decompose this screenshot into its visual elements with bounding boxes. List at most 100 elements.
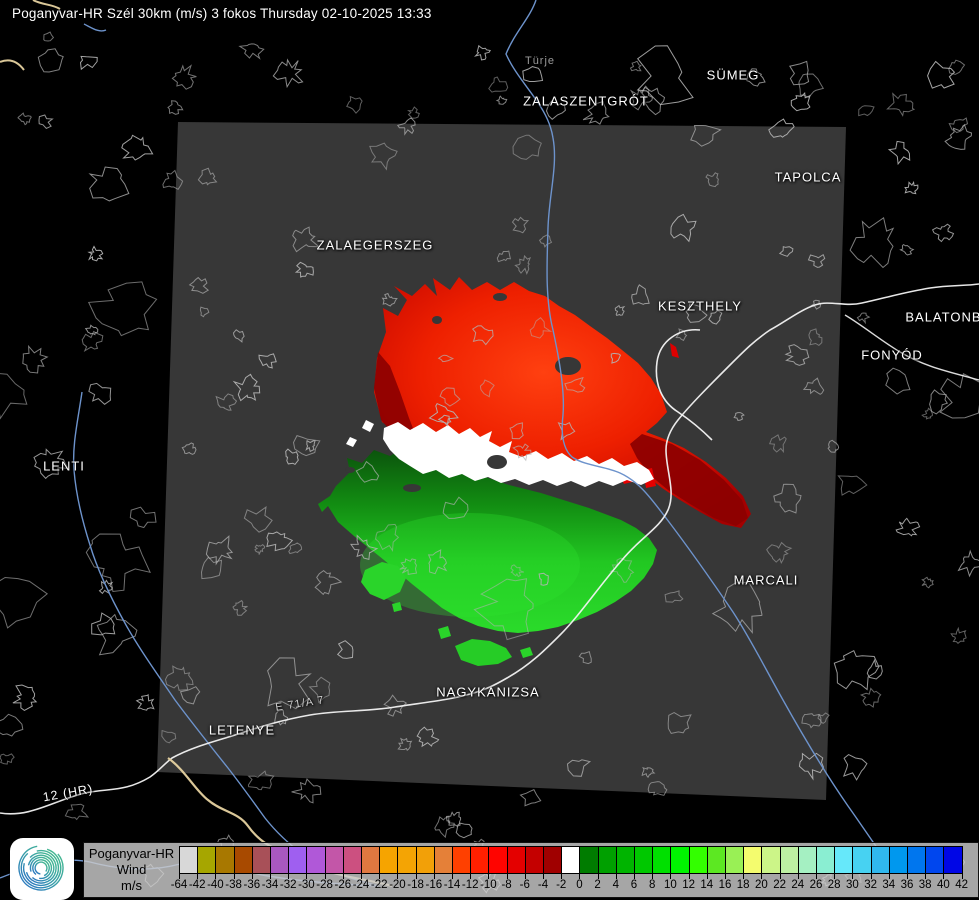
lake-shoreline — [655, 329, 713, 441]
map-label: NAGYKANIZSA — [436, 684, 540, 700]
echo-gap — [432, 316, 442, 324]
settlement-contour — [939, 372, 979, 419]
map-label: BALATONBO — [905, 309, 979, 325]
settlement-contour — [162, 169, 184, 190]
legend-cell — [597, 846, 617, 874]
settlement-contour — [705, 172, 719, 188]
map-label: TAPOLCA — [774, 169, 842, 185]
legend-tick — [706, 874, 708, 879]
legend-tick-label: -22 — [370, 879, 388, 891]
legend-cell — [670, 846, 690, 874]
settlement-contour — [396, 117, 416, 136]
settlement-contour — [957, 549, 979, 578]
spiral-arc — [34, 861, 48, 875]
settlement-contour — [773, 483, 802, 514]
settlement-contour — [266, 531, 294, 552]
legend-tick — [615, 874, 617, 879]
legend-tick — [561, 874, 563, 879]
legend-tick-label: 36 — [900, 879, 914, 891]
settlement-contour — [181, 442, 197, 455]
legend-tick — [797, 874, 799, 879]
legend-tick-label: 32 — [864, 879, 877, 891]
legend-tick-label: 4 — [612, 879, 619, 891]
spiral-logo-icon — [18, 845, 64, 891]
legend-cell — [761, 846, 781, 874]
legend-cell — [379, 846, 399, 874]
legend-tick-label: -36 — [243, 879, 261, 891]
legend-tick — [288, 874, 290, 879]
settlement-contour — [784, 344, 810, 366]
settlement-contour — [610, 352, 622, 364]
legend-tick-label: 12 — [682, 879, 695, 891]
legend-tick-label: 34 — [882, 879, 896, 891]
settlement-contour — [808, 328, 823, 347]
settlement-contour — [258, 353, 277, 369]
settlement-contour — [238, 43, 265, 60]
radar-echo-toward-blob — [455, 639, 512, 666]
settlement-contour — [641, 86, 666, 116]
settlement-contour — [631, 284, 650, 305]
legend-tick-label: 18 — [736, 879, 750, 891]
settlement-contour — [427, 549, 448, 575]
legend-tick — [907, 874, 908, 879]
legend-tick-label: -4 — [537, 879, 549, 891]
settlement-contour — [129, 506, 157, 529]
settlement-contour — [708, 310, 723, 325]
settlement-contour — [346, 95, 363, 114]
settlement-contour — [944, 123, 973, 150]
legend-tick — [597, 874, 599, 879]
settlement-contour — [383, 694, 408, 717]
legend-cell — [870, 846, 890, 874]
spiral-arc — [18, 845, 64, 891]
settlement-contour — [38, 114, 54, 130]
legend-tick-label: -42 — [188, 879, 206, 891]
zero-velocity-line — [383, 422, 654, 487]
settlement-contour — [950, 626, 967, 644]
settlement-contour — [188, 276, 210, 294]
map-label: MARCALI — [733, 572, 799, 588]
settlement-contour — [833, 650, 880, 691]
spiral-arc — [22, 849, 60, 887]
settlement-contour — [859, 687, 882, 708]
legend-tick-label: 42 — [955, 879, 968, 891]
legend-tick-label: 30 — [845, 879, 859, 891]
settlement-contour — [895, 517, 921, 537]
settlement-contour — [314, 569, 343, 596]
echo-gap — [403, 484, 421, 492]
legend-tick-label: 28 — [827, 879, 841, 891]
settlement-contour — [885, 367, 911, 395]
legend-tick-label: 0 — [576, 879, 583, 891]
legend-tick-label: -38 — [225, 879, 242, 891]
legend-tick — [925, 874, 927, 879]
settlement-contour — [437, 414, 452, 427]
settlement-contour — [439, 387, 461, 407]
legend-cell — [415, 846, 435, 874]
settlement-contour — [471, 325, 494, 346]
settlement-contour — [641, 766, 656, 779]
settlement-contour — [292, 434, 321, 457]
settlement-contour — [496, 250, 512, 263]
legend-tick-label: -26 — [334, 879, 352, 891]
legend-tick-label: 16 — [718, 879, 732, 891]
settlement-contour — [292, 226, 321, 253]
settlement-contour — [510, 564, 524, 578]
map-label: ZALAEGERSZEG — [316, 237, 434, 253]
settlement-contour — [807, 253, 826, 268]
legend-tick — [688, 874, 690, 879]
settlement-contour — [522, 66, 544, 82]
settlement-contour — [921, 407, 934, 420]
settlement-contour — [866, 658, 883, 680]
legend-cell — [470, 846, 490, 874]
settlement-contour — [746, 68, 766, 87]
legend-cell — [197, 846, 217, 874]
legend-tick-label: -32 — [279, 879, 297, 891]
settlement-contour — [578, 651, 592, 665]
settlement-contour — [17, 112, 32, 126]
settlement-contour — [85, 533, 151, 593]
settlement-contour — [529, 317, 553, 339]
frame-title: Poganyvar-HR Szél 30km (m/s) 3 fokos Thu… — [12, 6, 432, 21]
border-road — [32, 0, 61, 10]
settlement-contour — [473, 578, 534, 641]
legend-tick-label: -64 — [170, 879, 188, 891]
